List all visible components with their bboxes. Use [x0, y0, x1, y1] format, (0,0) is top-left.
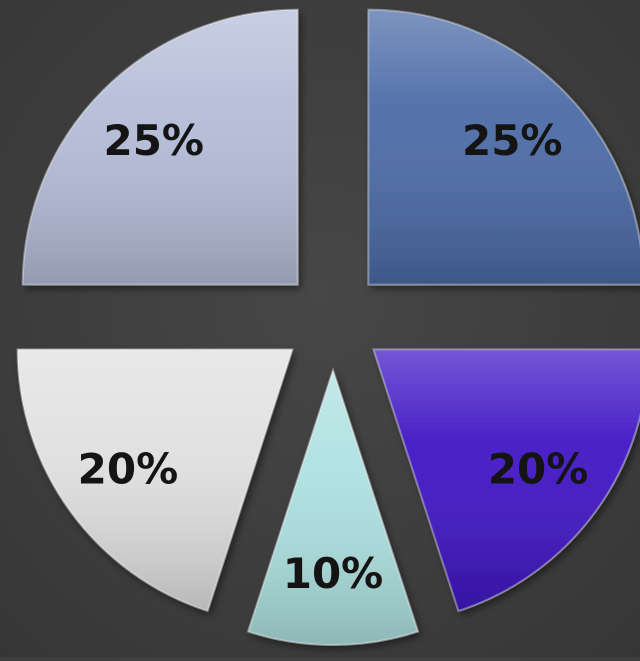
pie-slice-1 [367, 8, 640, 286]
slice-label-4: 20% [78, 445, 179, 494]
pie-slice-bevel [21, 8, 299, 286]
slice-label-5: 25% [103, 116, 204, 165]
slice-label-1: 25% [462, 116, 563, 165]
pie-slice-bevel [367, 8, 640, 286]
pie-slice-bevel [16, 348, 294, 613]
pie-slice-3 [246, 366, 420, 646]
pie-slice-bevel [372, 348, 640, 613]
slice-label-3: 10% [283, 549, 384, 598]
slices-layer [16, 8, 640, 646]
pie-slice-4 [16, 348, 294, 613]
pie-slice-2 [372, 348, 640, 613]
pie-slice-5 [21, 8, 299, 286]
pie-slice-bevel [246, 366, 420, 646]
labels-layer: 25% 20% 10% 20% 25% [78, 116, 589, 598]
slice-label-2: 20% [488, 445, 589, 494]
